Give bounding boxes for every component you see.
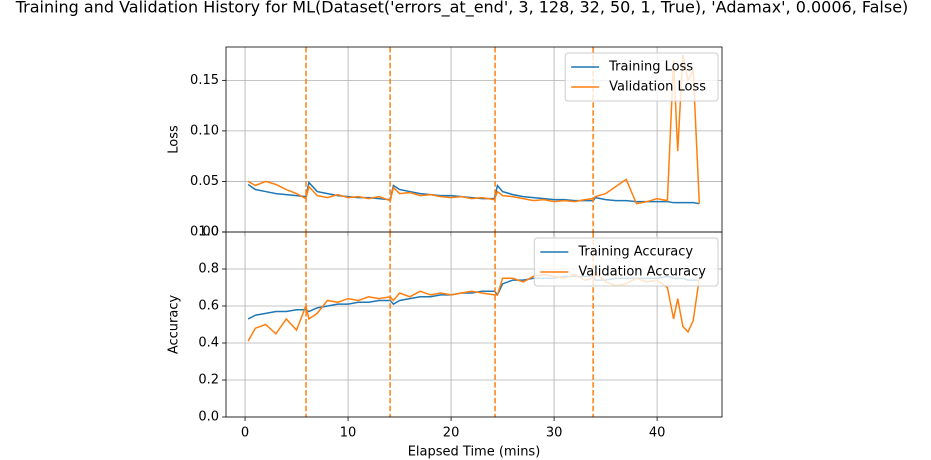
y-tick-label: 0.8: [198, 262, 219, 277]
y-tick-label: 0.15: [190, 73, 219, 88]
legend-label: Validation Accuracy: [578, 265, 706, 280]
legend-box: [564, 52, 719, 102]
legend: Training Accuracy Validation Accuracy: [533, 237, 719, 287]
y-tick-label: 0.4: [198, 336, 219, 351]
y-tick-label: 1.0: [198, 225, 219, 240]
y-tick-label: 0.0: [198, 410, 219, 425]
x-tick-label: 0: [241, 426, 249, 441]
legend-label: Training Accuracy: [577, 245, 693, 260]
y-tick-label: 0.2: [198, 373, 219, 388]
x-tick-label: 40: [649, 426, 666, 441]
x-tick-label: 30: [546, 426, 563, 441]
axes-frame: [225, 231, 723, 418]
series-line: [247, 54, 701, 205]
y-tick-label: 0.00: [190, 225, 219, 240]
figure-title: Training and Validation History for ML(D…: [15, 0, 909, 18]
y-tick-label: 0.10: [190, 123, 219, 138]
legend: Training Loss Validation Loss: [564, 52, 719, 102]
legend-label: Training Loss: [608, 60, 693, 75]
y-tick-label: 0.05: [190, 174, 219, 189]
panel: 0.00 0.05 0.10 0.15 Loss Training Loss Validat…: [167, 46, 723, 240]
panel: 0 10 20 30 40 0.0 0.2 0.4 0.6 0.8 1.0 Accuracy Elaps…: [167, 225, 723, 460]
legend-box: [533, 237, 719, 287]
y-axis-label: Loss: [167, 125, 182, 154]
y-axis-label: Accuracy: [167, 295, 182, 355]
legend-label: Validation Loss: [609, 80, 706, 95]
y-tick-label: 0.6: [198, 299, 219, 314]
x-tick-label: 10: [340, 426, 357, 441]
x-axis-label: Elapsed Time (mins): [408, 445, 541, 460]
x-tick-label: 20: [443, 426, 460, 441]
